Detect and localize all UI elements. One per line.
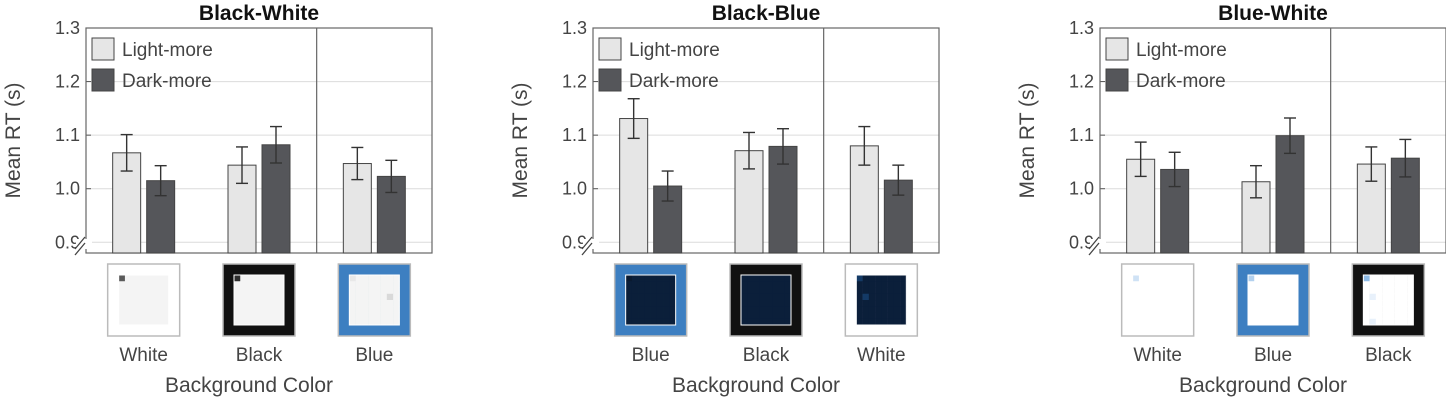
y-tick-label: 1.3 — [1069, 18, 1094, 38]
y-tick-label: 0.9 — [562, 232, 587, 252]
plot-frame — [1099, 27, 1446, 254]
stimulus-thumbnail — [844, 263, 919, 337]
panel-title: Blue-White — [1218, 2, 1328, 25]
panel-title: Black-White — [199, 2, 319, 25]
stimulus-thumbnail — [1236, 263, 1310, 337]
y-tick-label: 1.1 — [55, 125, 80, 145]
y-tick-label: 1.0 — [1069, 179, 1094, 199]
y-tick-label: 1.1 — [1069, 125, 1094, 145]
error-bar — [1134, 141, 1147, 178]
error-bar — [385, 159, 398, 194]
y-axis-label: Mean RT (s) — [2, 83, 25, 199]
legend-swatch — [1105, 37, 1129, 61]
legend: Light-more Dark-more — [91, 37, 213, 92]
error-bar — [236, 146, 248, 185]
category-label: White — [119, 345, 168, 366]
legend: Light-more Dark-more — [1105, 37, 1227, 92]
panel-title: Black-Blue — [712, 2, 821, 25]
stimulus-thumbnail — [222, 263, 296, 337]
x-axis-label: Background Color — [1179, 374, 1347, 397]
y-tick-label: 0.9 — [1069, 232, 1094, 252]
category-label: Blue — [1254, 345, 1292, 366]
error-bar — [627, 98, 640, 140]
category-label: Black — [1365, 345, 1412, 366]
stimulus-thumbnail — [1120, 263, 1195, 337]
error-bar — [1250, 164, 1262, 199]
error-bar — [1284, 117, 1296, 155]
y-tick-label: 1.0 — [562, 179, 587, 199]
stimulus-thumbnail — [337, 263, 412, 337]
y-tick-label: 0.9 — [55, 232, 80, 252]
error-bar — [1399, 138, 1412, 178]
error-bar — [1168, 151, 1181, 188]
bar — [1126, 158, 1156, 254]
axis-break-mark — [581, 236, 599, 256]
bar — [1275, 135, 1305, 254]
category-label: Black — [743, 345, 790, 366]
error-bar — [661, 170, 674, 202]
panel-1: Black-White 0.9 1.0 1.1 1.2 1.3 White Black Blue… — [2, 2, 433, 397]
plot-frame — [85, 27, 433, 254]
panel-2: Black-Blue 0.9 1.0 1.1 1.2 1.3 Blue Black White L… — [509, 2, 940, 397]
category-label: Blue — [632, 345, 670, 366]
legend-label: Light-more — [122, 40, 213, 61]
legend-swatch — [598, 37, 622, 61]
stimulus-thumbnail — [613, 263, 688, 337]
category-label: White — [1133, 345, 1182, 366]
axis-break-mark — [1088, 236, 1106, 256]
x-axis-label: Background Color — [165, 374, 333, 397]
stimulus-thumbnail — [1351, 263, 1426, 337]
legend-swatch — [598, 68, 622, 92]
bar — [883, 179, 913, 254]
y-tick-label: 1.2 — [562, 72, 587, 92]
y-tick-label: 1.2 — [1069, 72, 1094, 92]
y-tick-label: 1.1 — [562, 125, 587, 145]
error-bar — [777, 128, 789, 165]
error-bar — [743, 131, 755, 170]
legend-label: Dark-more — [122, 71, 212, 92]
y-tick-label: 1.3 — [55, 18, 80, 38]
category-label: White — [857, 345, 906, 366]
bar — [619, 118, 649, 254]
y-axis-label: Mean RT (s) — [1016, 83, 1039, 199]
error-bar — [351, 146, 364, 181]
category-label: Blue — [355, 345, 393, 366]
error-bar — [892, 164, 905, 196]
legend-label: Dark-more — [1136, 71, 1226, 92]
y-tick-label: 1.2 — [55, 72, 80, 92]
y-tick-label: 1.0 — [55, 179, 80, 199]
error-bar — [858, 125, 871, 166]
stimulus-thumbnail — [106, 263, 181, 337]
axis-break-mark — [74, 236, 92, 256]
y-tick-label: 1.3 — [562, 18, 587, 38]
legend-swatch — [91, 68, 115, 92]
legend: Light-more Dark-more — [598, 37, 720, 92]
legend-label: Light-more — [1136, 40, 1227, 61]
panel-3: Blue-White 0.9 1.0 1.1 1.2 1.3 White Blue Black L… — [1016, 2, 1446, 397]
legend-swatch — [91, 37, 115, 61]
error-bar — [154, 164, 167, 197]
x-axis-label: Background Color — [672, 374, 840, 397]
plot-frame — [592, 27, 940, 254]
category-label: Black — [236, 345, 283, 366]
error-bar — [270, 125, 282, 164]
legend-label: Light-more — [629, 40, 720, 61]
error-bar — [120, 133, 133, 172]
error-bar — [1365, 146, 1378, 182]
y-axis-label: Mean RT (s) — [509, 83, 532, 199]
legend-label: Dark-more — [629, 71, 719, 92]
legend-swatch — [1105, 68, 1129, 92]
stimulus-thumbnail — [729, 263, 803, 337]
